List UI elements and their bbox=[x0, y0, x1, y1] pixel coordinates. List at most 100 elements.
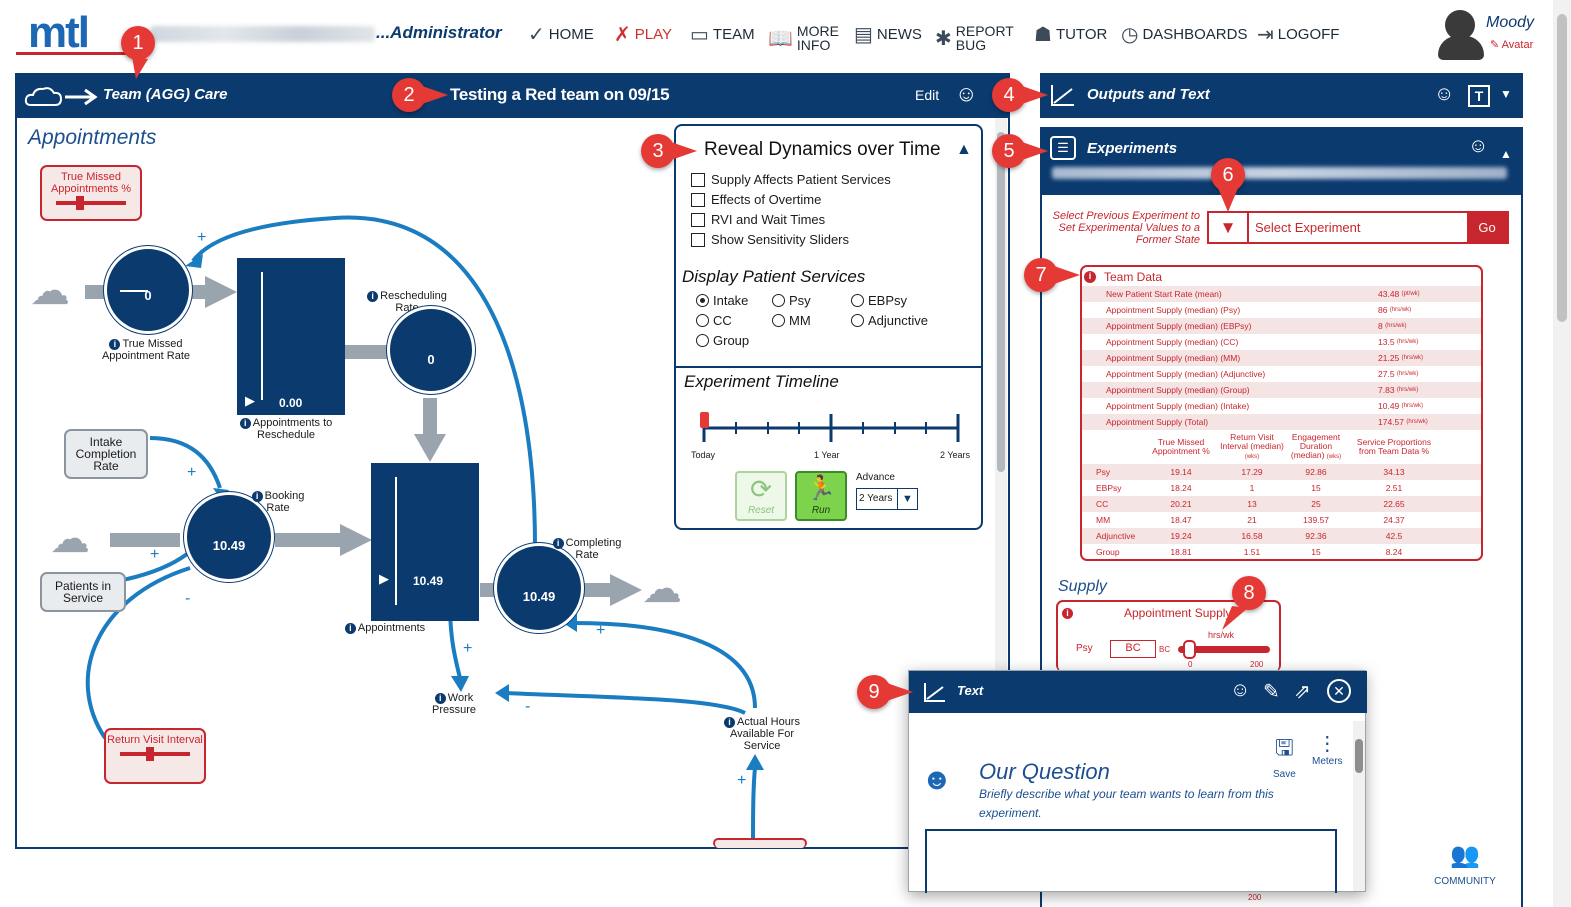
share-user-icon[interactable]: ☺ bbox=[1434, 83, 1455, 105]
col-service-proportions: Service Proportions from Team Data % bbox=[1356, 437, 1432, 456]
callout-badge-4: 4 bbox=[992, 78, 1026, 112]
share-user-icon[interactable]: ☺ bbox=[955, 81, 978, 106]
callout-badge-7: 7 bbox=[1024, 258, 1058, 292]
checkbox-sensitivity-sliders[interactable]: Show Sensitivity Sliders bbox=[691, 232, 891, 247]
radio-cc[interactable]: CC bbox=[696, 313, 732, 328]
collapse-chevron-icon[interactable]: ▲ bbox=[1500, 147, 1512, 161]
supply-psy-slider[interactable] bbox=[1178, 640, 1270, 659]
callout-badge-2: 2 bbox=[392, 78, 426, 112]
nav-home[interactable]: ✓ HOME bbox=[528, 22, 594, 47]
actual-hours-label: i Actual Hours Available For Service bbox=[720, 716, 804, 752]
page-title: Testing a Red team on 09/15 bbox=[450, 85, 670, 104]
go-button[interactable]: Go bbox=[1467, 213, 1507, 242]
minus-sign: - bbox=[185, 590, 191, 607]
text-popup: Text ☺ ✎ ⇗ ✕ 🖫 Save ⋮ Meters ☻ Our Quest… bbox=[908, 670, 1367, 893]
question-textarea[interactable] bbox=[925, 829, 1337, 893]
nav-news[interactable]: ▤ NEWS bbox=[854, 22, 922, 47]
nav-logoff[interactable]: ⇥ LOGOFF bbox=[1257, 22, 1339, 47]
checkbox-supply-affects[interactable]: Supply Affects Patient Services bbox=[691, 172, 891, 187]
edit-icon[interactable]: ✎ bbox=[1263, 681, 1280, 703]
dropdown-chevron-icon: ▼ bbox=[1209, 213, 1249, 242]
save-icon: 🖫 bbox=[1275, 735, 1294, 760]
nav-play[interactable]: ✗ PLAY bbox=[614, 22, 672, 47]
radio-ebpsy[interactable]: EBPsy bbox=[851, 293, 907, 308]
avatar-icon[interactable] bbox=[1445, 10, 1475, 40]
model-panel-scrollbar[interactable] bbox=[995, 118, 1007, 846]
model-panel-header: Team (AGG) Care Testing a Red team on 09… bbox=[15, 73, 1010, 118]
return-visit-slider-card[interactable]: Return Visit Interval bbox=[104, 728, 206, 784]
share-user-icon[interactable]: ☺ bbox=[1468, 135, 1489, 157]
team-data-row: Appointment Supply (median) (MM) 21.25 (h… bbox=[1082, 350, 1481, 366]
experiments-header[interactable]: ☰ Experiments ☺ ▲ bbox=[1040, 127, 1523, 195]
community-button[interactable]: 👥 COMMUNITY bbox=[1432, 836, 1498, 887]
team-data-row: Appointment Supply (median) (Psy) 86 (hrs… bbox=[1106, 305, 1412, 315]
popup-scrollbar[interactable] bbox=[1353, 721, 1365, 891]
nav-report-bug-label: REPORT BUG bbox=[955, 23, 1014, 53]
nav-team[interactable]: ▭ TEAM bbox=[690, 22, 755, 47]
callout-badge-5: 5 bbox=[992, 134, 1026, 168]
team-data-table: i Team Data New Patient Start Rate (mean… bbox=[1080, 265, 1483, 561]
outputs-header[interactable]: Outputs and Text ☺ T ▼ bbox=[1040, 73, 1523, 118]
callout-pointer bbox=[887, 683, 913, 701]
true-missed-slider-card[interactable]: True Missed Appointments % bbox=[40, 165, 142, 221]
nav-report-bug[interactable]: ✱ REPORT BUG bbox=[935, 24, 1014, 52]
nav-logoff-label: LOGOFF bbox=[1277, 26, 1340, 43]
chart-line-icon bbox=[924, 683, 945, 702]
nav-tutor[interactable]: ☗ TUTOR bbox=[1034, 22, 1107, 47]
community-icon: 👥 bbox=[1450, 842, 1480, 869]
team-data-title: Team Data bbox=[1104, 270, 1163, 284]
experiment-timeline-slider[interactable] bbox=[696, 408, 966, 444]
supply-psy-input[interactable]: BC bbox=[1110, 640, 1156, 658]
plus-sign: + bbox=[463, 640, 473, 657]
avatar-body bbox=[1438, 36, 1484, 60]
dropdown-chevron-icon: ▼ bbox=[897, 489, 917, 509]
save-button[interactable]: 🖫 Save bbox=[1273, 731, 1296, 780]
select-experiment-dropdown[interactable]: ▼ Select Experiment Go bbox=[1207, 211, 1509, 244]
checkbox-effects-overtime[interactable]: Effects of Overtime bbox=[691, 192, 891, 207]
edit-link[interactable]: Edit bbox=[915, 87, 940, 103]
nav-news-label: NEWS bbox=[876, 26, 922, 43]
text-icon[interactable]: T bbox=[1468, 85, 1490, 107]
nav-dashboards-label: DASHBOARDS bbox=[1142, 26, 1248, 43]
run-button[interactable]: 🏃 Run bbox=[795, 471, 847, 521]
radio-group[interactable]: Group bbox=[696, 333, 749, 348]
close-icon[interactable]: ✕ bbox=[1327, 679, 1351, 703]
page-scrollbar[interactable] bbox=[1553, 0, 1571, 907]
model-panel bbox=[15, 73, 1010, 849]
collapse-chevron-icon[interactable]: ▲ bbox=[956, 141, 972, 158]
meters-button[interactable]: ⋮ Meters bbox=[1312, 733, 1343, 767]
share-user-icon[interactable]: ☺ bbox=[1230, 679, 1251, 701]
nav-more-info[interactable]: 📖 MORE INFO bbox=[768, 24, 839, 52]
text-popup-title: Text bbox=[957, 683, 984, 698]
callout-badge-3: 3 bbox=[641, 134, 675, 168]
reset-button[interactable]: ⟳ Reset bbox=[735, 471, 787, 521]
supply-psy-label: Psy bbox=[1076, 643, 1093, 654]
experiments-panel bbox=[1040, 127, 1523, 907]
radio-adjunctive[interactable]: Adjunctive bbox=[851, 313, 928, 328]
team-data-row: Appointment Supply (median) (CC) 13.5 (hr… bbox=[1106, 337, 1419, 347]
experiments-title: Experiments bbox=[1087, 140, 1178, 157]
popout-icon[interactable]: ⇗ bbox=[1294, 681, 1311, 703]
supply-slider-max: 200 bbox=[1250, 660, 1264, 669]
rescheduling-rate-gauge: 0 bbox=[387, 306, 475, 394]
col-true-missed: True Missed Appointment % bbox=[1152, 437, 1210, 456]
advance-select[interactable]: 2 Years ▼ bbox=[856, 488, 918, 510]
completing-rate-gauge: 10.49 bbox=[494, 543, 584, 633]
radio-mm[interactable]: MM bbox=[772, 313, 811, 328]
nav-dashboards[interactable]: ◷ DASHBOARDS bbox=[1121, 22, 1247, 47]
work-pressure-label: i Work Pressure bbox=[431, 692, 477, 716]
avatar-link[interactable]: ✎ Avatar bbox=[1490, 39, 1534, 51]
nav-team-label: TEAM bbox=[712, 26, 755, 43]
radio-intake[interactable]: Intake bbox=[696, 293, 748, 308]
booking-rate-label: i Booking Rate bbox=[248, 490, 308, 514]
bug-icon: ✱ bbox=[935, 27, 952, 50]
dropdown-chevron-icon[interactable]: ▼ bbox=[1500, 87, 1512, 101]
appointments-label: i Appointments bbox=[340, 622, 430, 634]
team-label: Team (AGG) Care bbox=[103, 86, 228, 103]
checkbox-rvi-wait[interactable]: RVI and Wait Times bbox=[691, 212, 891, 227]
text-popup-header[interactable]: Text ☺ ✎ ⇗ ✕ bbox=[909, 671, 1367, 713]
team-data-row: Appointment Supply (median) (Adjunctive)… bbox=[1106, 369, 1419, 379]
col-return-visit: Return Visit Interval (median) (wks) bbox=[1220, 431, 1284, 460]
callout-pointer bbox=[1022, 142, 1048, 160]
radio-psy[interactable]: Psy bbox=[772, 293, 811, 308]
